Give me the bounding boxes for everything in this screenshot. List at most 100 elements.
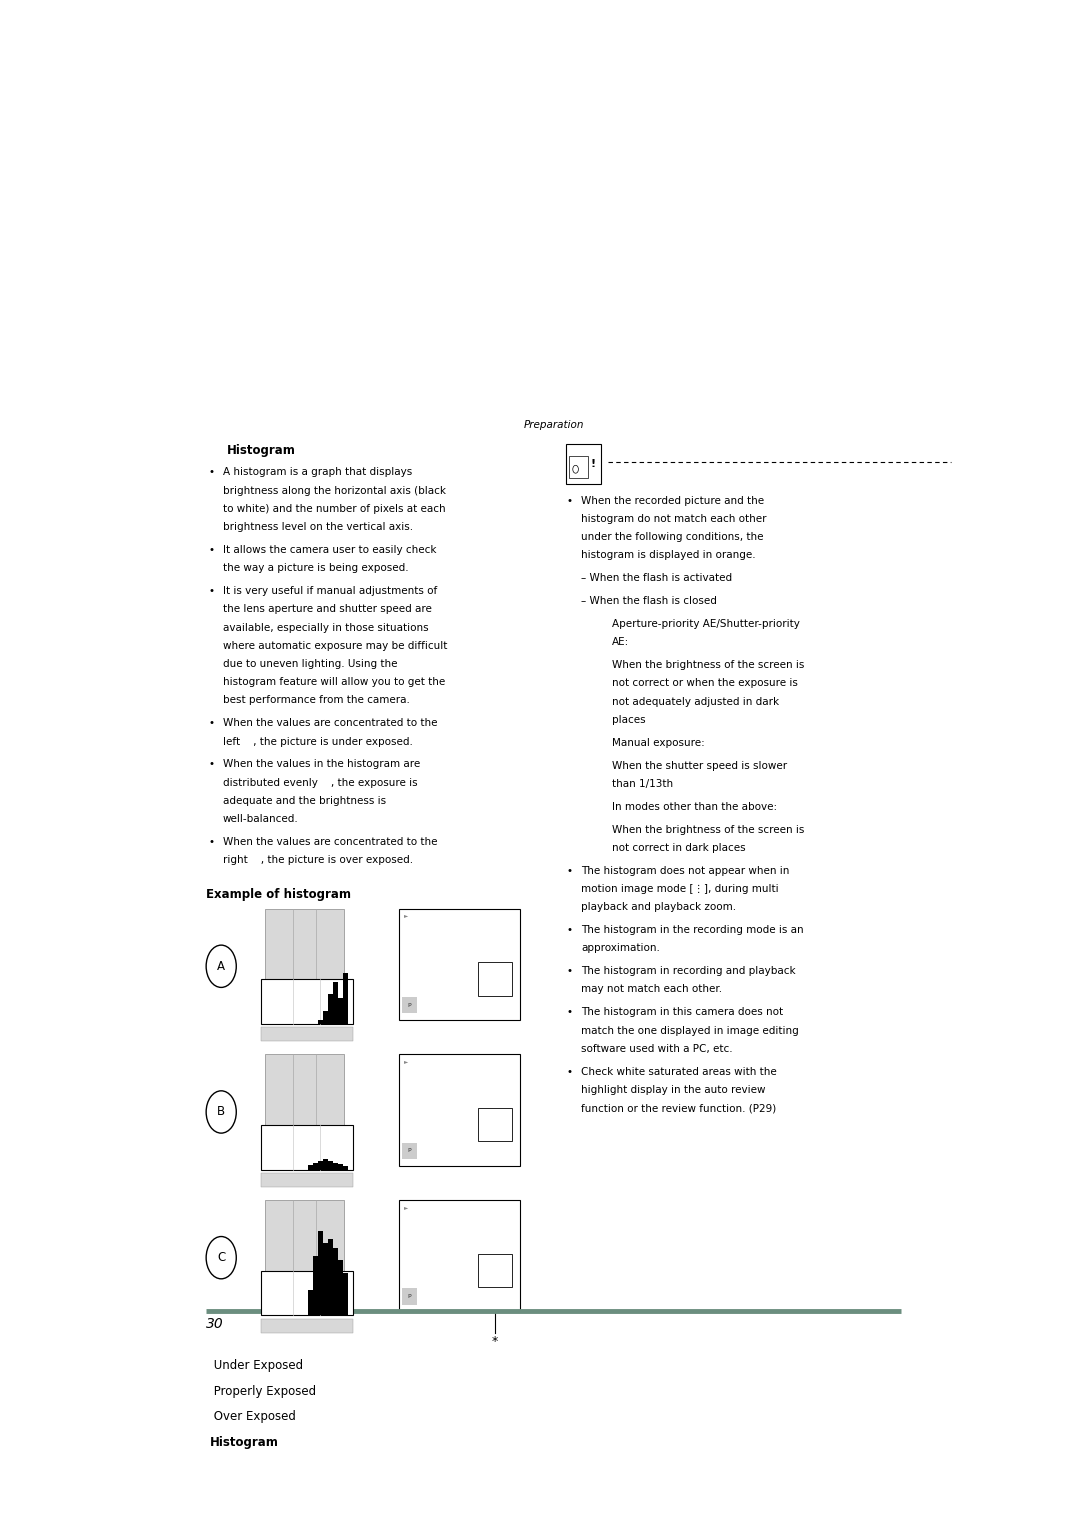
Text: •: • — [566, 1067, 572, 1077]
Text: AE:: AE: — [612, 638, 630, 647]
Bar — [328, 1161, 333, 1169]
Bar — [334, 981, 338, 1024]
Bar — [260, 1173, 352, 1187]
Bar — [309, 1166, 313, 1169]
Bar — [568, 456, 588, 478]
Bar — [477, 1108, 512, 1141]
Bar — [566, 444, 602, 484]
Text: •: • — [208, 586, 215, 597]
Bar — [402, 1143, 417, 1158]
Text: C: C — [217, 1251, 226, 1264]
Bar — [334, 1248, 338, 1315]
Text: not correct in dark places: not correct in dark places — [612, 842, 745, 853]
Text: •: • — [566, 925, 572, 935]
Text: The histogram does not appear when in: The histogram does not appear when in — [581, 865, 789, 876]
Bar — [319, 1019, 323, 1024]
Text: When the recorded picture and the: When the recorded picture and the — [581, 496, 765, 505]
Bar — [334, 1163, 338, 1169]
Text: the way a picture is being exposed.: the way a picture is being exposed. — [222, 563, 408, 574]
Text: The histogram in recording and playback: The histogram in recording and playback — [581, 966, 796, 977]
Text: When the brightness of the screen is: When the brightness of the screen is — [612, 661, 805, 670]
Text: brightness along the horizontal axis (black: brightness along the horizontal axis (bl… — [222, 485, 446, 496]
Bar — [338, 1164, 343, 1169]
Bar — [323, 1012, 328, 1024]
Bar — [260, 1125, 352, 1169]
Text: When the values in the histogram are: When the values in the histogram are — [222, 760, 420, 769]
Bar — [319, 1230, 323, 1315]
Text: distributed evenly    , the exposure is: distributed evenly , the exposure is — [222, 778, 418, 787]
Bar — [323, 1160, 328, 1169]
Bar — [338, 1260, 343, 1315]
Text: Example of histogram: Example of histogram — [206, 888, 351, 900]
Text: •: • — [208, 545, 215, 555]
Text: Manual exposure:: Manual exposure: — [612, 737, 705, 748]
Bar — [399, 908, 521, 1021]
Text: – When the flash is activated: – When the flash is activated — [581, 574, 732, 583]
Bar — [338, 998, 343, 1024]
Bar — [313, 1256, 318, 1315]
Text: Properly Exposed: Properly Exposed — [211, 1384, 316, 1398]
Text: The histogram in this camera does not: The histogram in this camera does not — [581, 1007, 783, 1018]
Bar — [328, 1239, 333, 1315]
Text: !: ! — [591, 459, 596, 468]
Bar — [309, 1289, 313, 1315]
Text: •: • — [566, 496, 572, 505]
Text: •: • — [566, 966, 572, 977]
Bar — [265, 1054, 345, 1125]
Text: approximation.: approximation. — [581, 943, 660, 954]
Text: histogram do not match each other: histogram do not match each other — [581, 514, 767, 523]
Text: •: • — [208, 719, 215, 728]
Bar — [265, 908, 345, 980]
Bar — [402, 996, 417, 1013]
Text: than 1/13th: than 1/13th — [612, 778, 673, 789]
Text: A histogram is a graph that displays: A histogram is a graph that displays — [222, 467, 413, 478]
Text: left    , the picture is under exposed.: left , the picture is under exposed. — [222, 737, 413, 746]
Text: Histogram: Histogram — [211, 1436, 280, 1450]
Text: *: * — [491, 1335, 498, 1349]
Text: When the shutter speed is slower: When the shutter speed is slower — [612, 760, 787, 771]
Text: match the one displayed in image editing: match the one displayed in image editing — [581, 1025, 799, 1036]
Text: histogram feature will allow you to get the: histogram feature will allow you to get … — [222, 678, 445, 687]
Text: software used with a PC, etc.: software used with a PC, etc. — [581, 1044, 732, 1054]
Text: Over Exposed: Over Exposed — [211, 1410, 296, 1424]
Bar — [343, 1166, 348, 1169]
Bar — [399, 1199, 521, 1312]
Bar — [260, 980, 352, 1024]
Text: Histogram: Histogram — [227, 444, 296, 456]
Bar — [260, 1318, 352, 1332]
Text: Aperture-priority AE/Shutter-priority: Aperture-priority AE/Shutter-priority — [612, 620, 800, 629]
Text: well-balanced.: well-balanced. — [222, 813, 299, 824]
Text: •: • — [566, 1007, 572, 1018]
Text: may not match each other.: may not match each other. — [581, 984, 723, 995]
Text: places: places — [612, 714, 646, 725]
Text: When the brightness of the screen is: When the brightness of the screen is — [612, 824, 805, 835]
Text: where automatic exposure may be difficult: where automatic exposure may be difficul… — [222, 641, 447, 650]
Text: When the values are concentrated to the: When the values are concentrated to the — [222, 719, 437, 728]
Text: P: P — [408, 1003, 411, 1007]
Text: brightness level on the vertical axis.: brightness level on the vertical axis. — [222, 522, 413, 533]
Text: adequate and the brightness is: adequate and the brightness is — [222, 797, 386, 806]
Text: •: • — [208, 760, 215, 769]
Text: available, especially in those situations: available, especially in those situation… — [222, 623, 429, 633]
Bar — [323, 1244, 328, 1315]
Text: playback and playback zoom.: playback and playback zoom. — [581, 902, 737, 913]
Text: histogram is displayed in orange.: histogram is displayed in orange. — [581, 551, 756, 560]
Bar — [343, 974, 348, 1024]
Bar — [313, 1163, 318, 1169]
Text: ►: ► — [404, 914, 408, 919]
Text: A: A — [217, 960, 226, 972]
Bar — [477, 1254, 512, 1286]
Text: Preparation: Preparation — [523, 421, 584, 430]
Text: motion image mode [⋮], during multi: motion image mode [⋮], during multi — [581, 884, 779, 894]
Text: The histogram in the recording mode is an: The histogram in the recording mode is a… — [581, 925, 804, 935]
Text: P: P — [408, 1294, 411, 1299]
Text: not correct or when the exposure is: not correct or when the exposure is — [612, 679, 798, 688]
Text: highlight display in the auto review: highlight display in the auto review — [581, 1085, 766, 1096]
Text: function or the review function. (P29): function or the review function. (P29) — [581, 1103, 777, 1112]
Text: In modes other than the above:: In modes other than the above: — [612, 801, 778, 812]
Text: 30: 30 — [206, 1317, 224, 1331]
Text: Under Exposed: Under Exposed — [211, 1358, 303, 1372]
Bar — [265, 1199, 345, 1271]
Text: ►: ► — [404, 1206, 408, 1210]
Text: the lens aperture and shutter speed are: the lens aperture and shutter speed are — [222, 604, 432, 615]
